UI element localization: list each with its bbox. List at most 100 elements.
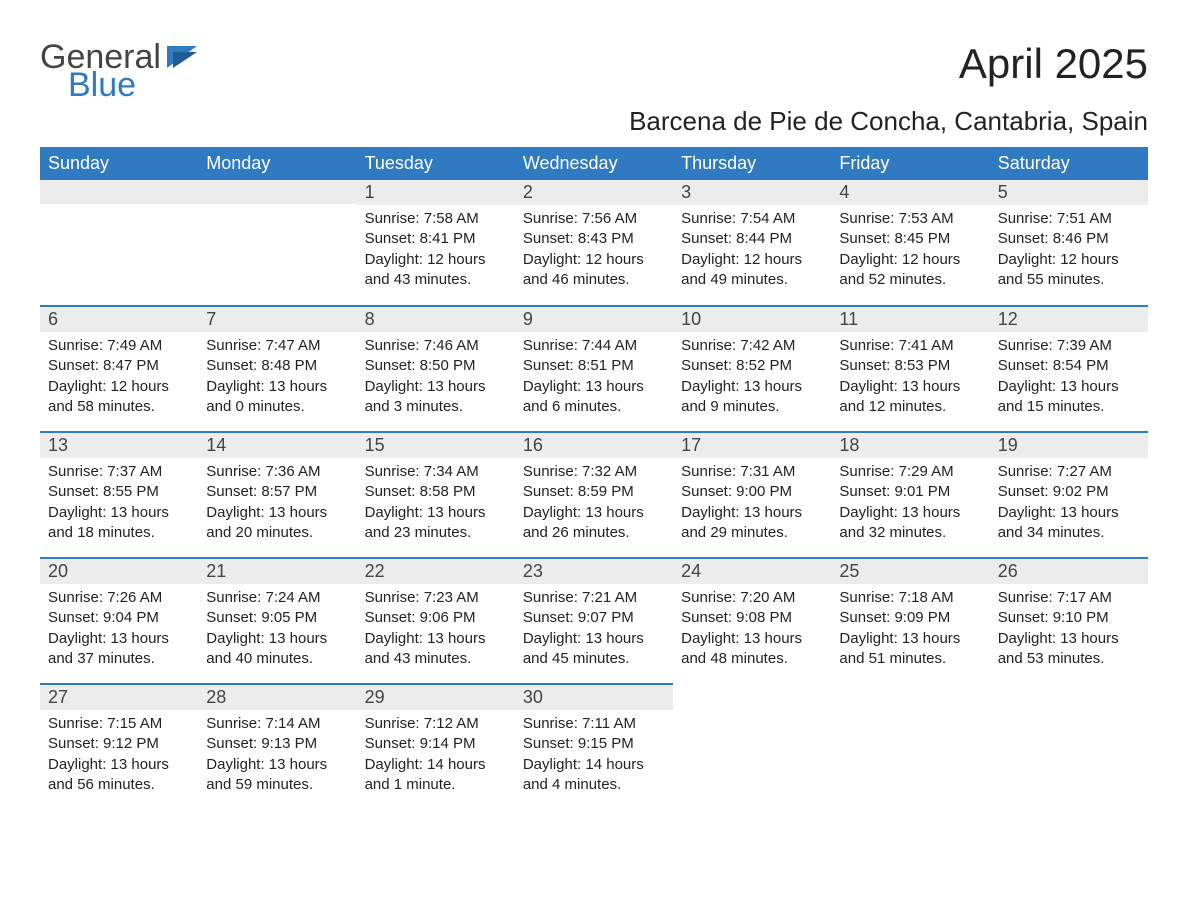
sunset-text: Sunset: 8:53 PM xyxy=(839,356,981,376)
sunset-text: Sunset: 9:13 PM xyxy=(206,734,348,754)
day-number: 20 xyxy=(40,559,198,584)
daylight-text: Daylight: 12 hours and 46 minutes. xyxy=(523,250,665,291)
calendar-cell xyxy=(831,684,989,810)
sunrise-text: Sunrise: 7:37 AM xyxy=(48,462,190,482)
sunset-text: Sunset: 8:44 PM xyxy=(681,229,823,249)
daylight-text: Daylight: 13 hours and 48 minutes. xyxy=(681,629,823,670)
sunset-text: Sunset: 8:59 PM xyxy=(523,482,665,502)
logo: General Blue xyxy=(40,40,201,102)
sunrise-text: Sunrise: 7:51 AM xyxy=(998,209,1140,229)
calendar-cell: 19Sunrise: 7:27 AMSunset: 9:02 PMDayligh… xyxy=(990,432,1148,558)
weekday-header: Wednesday xyxy=(515,147,673,180)
weekday-header: Friday xyxy=(831,147,989,180)
sunset-text: Sunset: 9:12 PM xyxy=(48,734,190,754)
calendar-cell: 8Sunrise: 7:46 AMSunset: 8:50 PMDaylight… xyxy=(357,306,515,432)
day-body: Sunrise: 7:29 AMSunset: 9:01 PMDaylight:… xyxy=(831,458,989,551)
day-number: 8 xyxy=(357,307,515,332)
day-body: Sunrise: 7:54 AMSunset: 8:44 PMDaylight:… xyxy=(673,205,831,298)
daylight-text: Daylight: 12 hours and 43 minutes. xyxy=(365,250,507,291)
day-number: 18 xyxy=(831,433,989,458)
calendar-cell: 1Sunrise: 7:58 AMSunset: 8:41 PMDaylight… xyxy=(357,180,515,306)
calendar-cell: 4Sunrise: 7:53 AMSunset: 8:45 PMDaylight… xyxy=(831,180,989,306)
day-body: Sunrise: 7:17 AMSunset: 9:10 PMDaylight:… xyxy=(990,584,1148,677)
day-body: Sunrise: 7:34 AMSunset: 8:58 PMDaylight:… xyxy=(357,458,515,551)
day-number: 12 xyxy=(990,307,1148,332)
sunset-text: Sunset: 8:58 PM xyxy=(365,482,507,502)
sunset-text: Sunset: 9:10 PM xyxy=(998,608,1140,628)
calendar-cell: 28Sunrise: 7:14 AMSunset: 9:13 PMDayligh… xyxy=(198,684,356,810)
day-body: Sunrise: 7:11 AMSunset: 9:15 PMDaylight:… xyxy=(515,710,673,803)
calendar-cell: 16 Sunrise: 7:32 AMSunset: 8:59 PMDayligh… xyxy=(515,432,673,558)
calendar-cell: 30Sunrise: 7:11 AMSunset: 9:15 PMDayligh… xyxy=(515,684,673,810)
day-number: 28 xyxy=(198,685,356,710)
daylight-text: Daylight: 12 hours and 55 minutes. xyxy=(998,250,1140,291)
day-body: Sunrise: 7:26 AMSunset: 9:04 PMDaylight:… xyxy=(40,584,198,677)
page-title: April 2025 xyxy=(959,40,1148,88)
day-number: 26 xyxy=(990,559,1148,584)
sunrise-text: Sunrise: 7:11 AM xyxy=(523,714,665,734)
day-body: Sunrise: 7:49 AMSunset: 8:47 PMDaylight:… xyxy=(40,332,198,425)
sunset-text: Sunset: 9:01 PM xyxy=(839,482,981,502)
day-body: Sunrise: 7:37 AMSunset: 8:55 PMDaylight:… xyxy=(40,458,198,551)
day-number: 21 xyxy=(198,559,356,584)
sunset-text: Sunset: 8:48 PM xyxy=(206,356,348,376)
daylight-text: Daylight: 13 hours and 40 minutes. xyxy=(206,629,348,670)
sunset-text: Sunset: 8:50 PM xyxy=(365,356,507,376)
sunset-text: Sunset: 8:45 PM xyxy=(839,229,981,249)
calendar-cell: 9Sunrise: 7:44 AMSunset: 8:51 PMDaylight… xyxy=(515,306,673,432)
sunset-text: Sunset: 9:04 PM xyxy=(48,608,190,628)
sunrise-text: Sunrise: 7:18 AM xyxy=(839,588,981,608)
sunset-text: Sunset: 8:52 PM xyxy=(681,356,823,376)
sunset-text: Sunset: 8:47 PM xyxy=(48,356,190,376)
weekday-header: Sunday xyxy=(40,147,198,180)
daylight-text: Daylight: 12 hours and 52 minutes. xyxy=(839,250,981,291)
sunrise-text: Sunrise: 7:26 AM xyxy=(48,588,190,608)
day-number: 16 xyxy=(515,433,673,458)
sunrise-text: Sunrise: 7:14 AM xyxy=(206,714,348,734)
day-number: 14 xyxy=(198,433,356,458)
daylight-text: Daylight: 14 hours and 4 minutes. xyxy=(523,755,665,796)
daylight-text: Daylight: 13 hours and 18 minutes. xyxy=(48,503,190,544)
day-number: 2 xyxy=(515,180,673,205)
daylight-text: Daylight: 12 hours and 49 minutes. xyxy=(681,250,823,291)
calendar-cell xyxy=(673,684,831,810)
daylight-text: Daylight: 13 hours and 26 minutes. xyxy=(523,503,665,544)
daylight-text: Daylight: 13 hours and 12 minutes. xyxy=(839,377,981,418)
day-body: Sunrise: 7:23 AMSunset: 9:06 PMDaylight:… xyxy=(357,584,515,677)
daylight-text: Daylight: 13 hours and 9 minutes. xyxy=(681,377,823,418)
calendar-cell xyxy=(40,180,198,306)
sunset-text: Sunset: 8:55 PM xyxy=(48,482,190,502)
location-subtitle: Barcena de Pie de Concha, Cantabria, Spa… xyxy=(40,106,1148,137)
sunrise-text: Sunrise: 7:34 AM xyxy=(365,462,507,482)
day-number: 19 xyxy=(990,433,1148,458)
calendar-cell: 13Sunrise: 7:37 AMSunset: 8:55 PMDayligh… xyxy=(40,432,198,558)
sunset-text: Sunset: 9:14 PM xyxy=(365,734,507,754)
calendar-cell: 15Sunrise: 7:34 AMSunset: 8:58 PMDayligh… xyxy=(357,432,515,558)
sunrise-text: Sunrise: 7:20 AM xyxy=(681,588,823,608)
day-number: 11 xyxy=(831,307,989,332)
calendar-cell: 17Sunrise: 7:31 AMSunset: 9:00 PMDayligh… xyxy=(673,432,831,558)
sunrise-text: Sunrise: 7:32 AM xyxy=(523,462,665,482)
sunset-text: Sunset: 9:06 PM xyxy=(365,608,507,628)
calendar-cell: 3Sunrise: 7:54 AMSunset: 8:44 PMDaylight… xyxy=(673,180,831,306)
sunset-text: Sunset: 8:51 PM xyxy=(523,356,665,376)
logo-flag-icon xyxy=(167,46,201,68)
day-number xyxy=(831,684,989,708)
weekday-header: Thursday xyxy=(673,147,831,180)
day-body xyxy=(40,204,198,216)
calendar-cell: 2Sunrise: 7:56 AMSunset: 8:43 PMDaylight… xyxy=(515,180,673,306)
sunset-text: Sunset: 9:15 PM xyxy=(523,734,665,754)
sunrise-text: Sunrise: 7:21 AM xyxy=(523,588,665,608)
day-body: Sunrise: 7:31 AMSunset: 9:00 PMDaylight:… xyxy=(673,458,831,551)
daylight-text: Daylight: 13 hours and 53 minutes. xyxy=(998,629,1140,670)
sunrise-text: Sunrise: 7:44 AM xyxy=(523,336,665,356)
day-body: Sunrise: 7:39 AMSunset: 8:54 PMDaylight:… xyxy=(990,332,1148,425)
day-number: 1 xyxy=(357,180,515,205)
sunset-text: Sunset: 8:57 PM xyxy=(206,482,348,502)
sunset-text: Sunset: 9:08 PM xyxy=(681,608,823,628)
day-body: Sunrise: 7:58 AMSunset: 8:41 PMDaylight:… xyxy=(357,205,515,298)
day-body: Sunrise: 7:41 AMSunset: 8:53 PMDaylight:… xyxy=(831,332,989,425)
calendar-cell xyxy=(198,180,356,306)
calendar-cell: 26Sunrise: 7:17 AMSunset: 9:10 PMDayligh… xyxy=(990,558,1148,684)
day-number: 23 xyxy=(515,559,673,584)
